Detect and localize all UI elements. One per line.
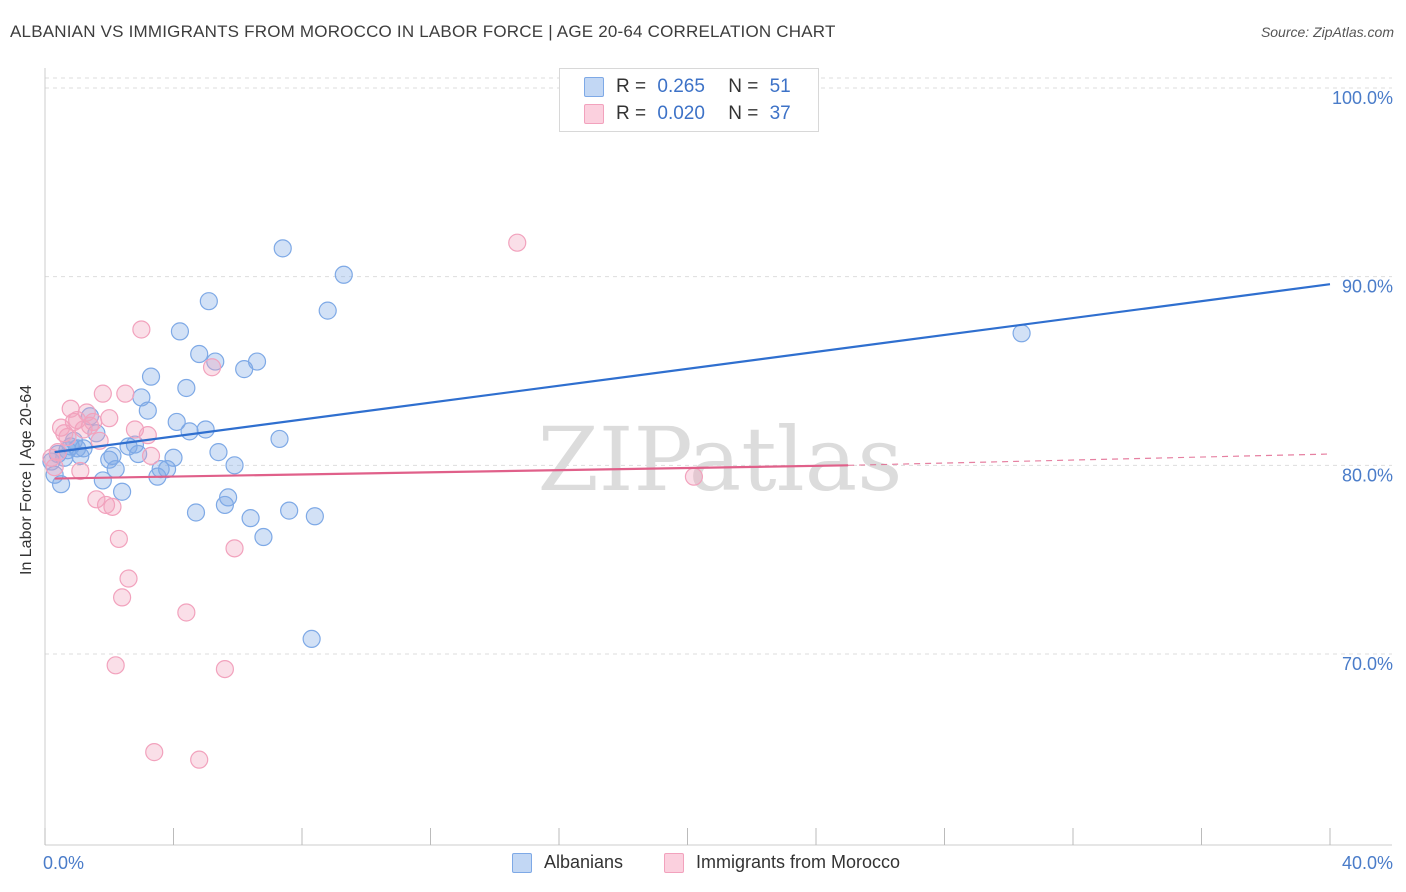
x-tick-label: 0.0%	[43, 853, 84, 873]
source-credit: Source: ZipAtlas.com	[1260, 24, 1394, 40]
morocco-point	[177, 603, 196, 622]
albanians-point	[164, 448, 183, 467]
morocco-point	[58, 427, 77, 447]
albanians-point	[270, 429, 289, 449]
albanians-point	[138, 401, 157, 420]
albanians-point	[106, 460, 125, 479]
albanians-point	[247, 352, 267, 371]
y-tick-label: 90.0%	[1342, 277, 1393, 297]
legend-n-label: N =	[728, 103, 759, 124]
morocco-point	[87, 490, 106, 509]
morocco-point	[106, 656, 125, 675]
legend-r-label: R =	[616, 103, 647, 124]
x-tick-label: 40.0%	[1342, 853, 1393, 873]
albanians-point	[177, 378, 196, 398]
y-axis-label: In Labor Force | Age 20-64	[18, 384, 35, 575]
morocco-point	[684, 467, 704, 486]
albanians-point	[141, 367, 161, 386]
morocco-point	[119, 569, 138, 588]
legend-item-albanians: Albanians	[512, 852, 623, 873]
morocco-point	[145, 743, 164, 762]
albanians-point	[190, 344, 209, 364]
legend-n-value: 37	[769, 103, 791, 124]
y-tick-labels: 70.0% 80.0% 90.0% 100.0%	[1332, 88, 1393, 674]
albanians-point	[280, 501, 299, 520]
legend-r-value: 0.265	[657, 76, 705, 97]
x-tick-labels: 0.0% 40.0%	[43, 853, 1393, 873]
albanians-point	[241, 509, 260, 528]
morocco-legend-label: Immigrants from Morocco	[696, 852, 901, 872]
albanians-point	[318, 301, 337, 320]
morocco-point	[112, 588, 132, 607]
correlation-legend: R = 0.265 N = 51 R = 0.020 N = 37	[559, 68, 819, 132]
albanians-point	[305, 507, 324, 526]
series-legend: Albanians Immigrants from Morocco	[0, 852, 1406, 876]
albanians-point	[219, 488, 238, 507]
morocco-point	[215, 659, 234, 679]
albanians-point	[186, 503, 206, 522]
albanians-legend-label: Albanians	[544, 852, 624, 872]
albanians-point	[209, 443, 228, 462]
albanians-point	[302, 629, 321, 649]
morocco-trend-extension	[848, 453, 1331, 466]
morocco-point	[45, 458, 64, 477]
legend-n-label: N =	[728, 76, 759, 97]
albanians-point	[180, 422, 199, 441]
legend-r-label: R =	[616, 76, 647, 97]
morocco-point	[109, 529, 128, 549]
albanians-point	[93, 471, 112, 490]
morocco-legend-swatch	[664, 852, 684, 873]
albanians-point	[225, 456, 244, 475]
albanians-swatch	[584, 77, 604, 97]
morocco-point	[508, 233, 527, 252]
morocco-point	[116, 384, 135, 403]
morocco-swatch	[584, 104, 604, 124]
morocco-point	[84, 412, 103, 432]
albanians-point	[334, 265, 353, 284]
morocco-point	[202, 358, 222, 377]
albanians-point	[167, 412, 186, 432]
chart-title: ALBANIAN VS IMMIGRANTS FROM MOROCCO IN L…	[10, 22, 836, 41]
morocco-points	[42, 233, 704, 769]
albanians-point	[112, 482, 132, 501]
albanians-point	[51, 475, 71, 494]
albanians-legend-swatch	[512, 852, 532, 873]
albanians-point	[199, 292, 218, 311]
y-tick-label: 100.0%	[1332, 88, 1393, 108]
albanians-point	[196, 420, 215, 439]
watermark: ZIPatlas	[538, 408, 903, 511]
morocco-point	[190, 750, 209, 769]
y-tick-label: 80.0%	[1342, 465, 1393, 485]
morocco-point	[100, 409, 119, 428]
morocco-point	[71, 461, 90, 481]
morocco-point	[96, 495, 116, 515]
morocco-point	[132, 320, 151, 339]
morocco-point	[103, 497, 122, 516]
legend-item-morocco: Immigrants from Morocco	[664, 852, 900, 873]
morocco-point	[141, 446, 161, 465]
albanians-point	[254, 527, 273, 547]
trend-lines	[54, 283, 1331, 480]
albanians-point	[206, 352, 225, 371]
morocco-trend-line	[54, 464, 849, 480]
albanians-point	[1012, 324, 1031, 343]
albanians-trend-line	[54, 283, 1331, 454]
legend-r-value: 0.020	[657, 103, 705, 124]
y-tick-label: 70.0%	[1342, 654, 1393, 674]
morocco-point	[93, 384, 112, 403]
legend-n-value: 51	[769, 76, 791, 97]
albanians-point	[273, 239, 292, 258]
morocco-point	[225, 539, 244, 558]
albanians-point	[170, 322, 190, 341]
